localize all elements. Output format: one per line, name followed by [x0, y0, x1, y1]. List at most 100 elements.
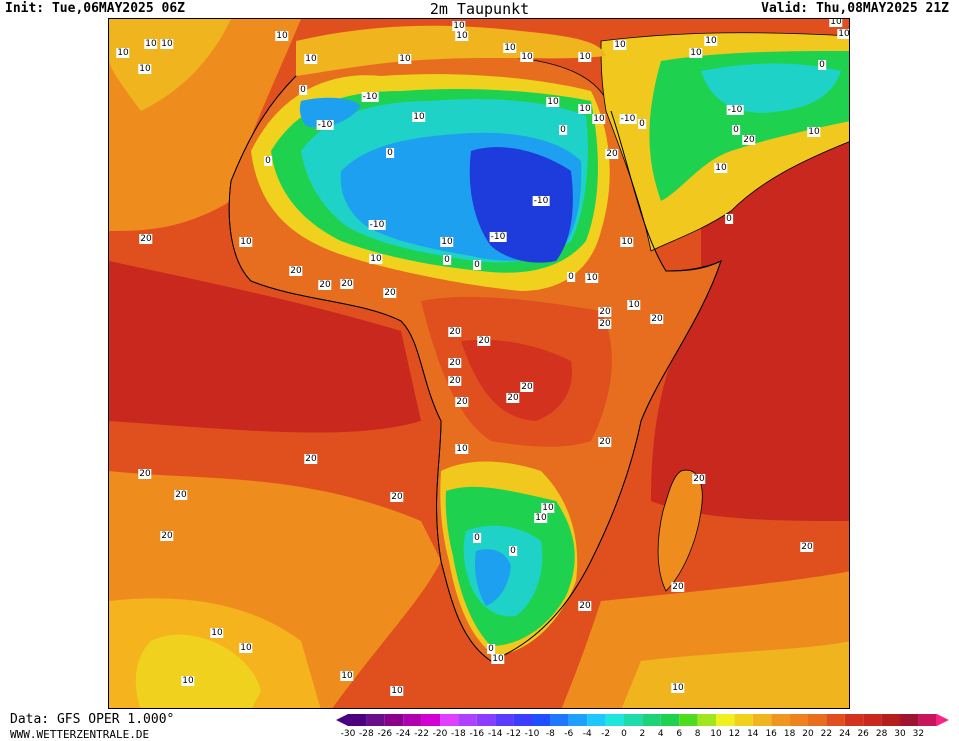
legend-tick-label: 16 [765, 729, 777, 739]
contour-label: 20 [598, 319, 612, 329]
legend-tick-label: 30 [894, 729, 906, 739]
contour-label: 10 [520, 52, 534, 62]
contour-label: 10 [304, 54, 318, 64]
legend-swatch [697, 714, 716, 726]
contour-label: 10 [160, 39, 174, 49]
contour-label: 10 [239, 237, 253, 247]
contour-label: 20 [448, 327, 462, 337]
contour-label: 20 [800, 542, 814, 552]
contour-label: -10 [368, 220, 386, 230]
legend-swatch [734, 714, 753, 726]
contour-label: 10 [455, 31, 469, 41]
dewpoint-map[interactable]: 10 10 10 10 10 10 10 10 10 10 10 10 10 10 10 10 10 0 0 -10-… [108, 18, 850, 709]
legend-tick-label: 4 [657, 729, 664, 739]
contour-label: 0 [487, 644, 495, 654]
contour-label: 0 [473, 533, 481, 543]
legend-swatch [532, 714, 551, 726]
contour-label: 20 [692, 474, 706, 484]
contour-label: -10 [619, 114, 637, 124]
contour-label: 20 [318, 280, 332, 290]
contour-label: 0 [473, 260, 481, 270]
legend-swatch [458, 714, 477, 726]
legend-swatch [881, 714, 900, 726]
contour-label: 20 [671, 582, 685, 592]
legend-swatch [476, 714, 496, 726]
valid-time: Valid: Thu,08MAY2025 21Z [761, 1, 949, 16]
legend-tick-label: -4 [582, 729, 592, 739]
contour-label: 10 [369, 254, 383, 264]
contour-label: 10 [837, 29, 850, 39]
map-title: 2m Taupunkt [429, 0, 530, 18]
contour-label: 10 [239, 643, 253, 653]
legend-tick-label: -30 [340, 729, 356, 739]
data-source: Data: GFS OPER 1.000° [10, 712, 175, 727]
contour-label: 0 [509, 546, 517, 556]
init-time: Init: Tue,06MAY2025 06Z [5, 1, 186, 16]
legend-tick-label: 12 [728, 729, 741, 739]
legend-arrow-low [336, 714, 348, 726]
contour-label: 20 [160, 531, 174, 541]
contour-label: 0 [732, 125, 740, 135]
legend-tick-label: 8 [694, 729, 701, 739]
contour-label: 20 [138, 469, 152, 479]
legend-swatch [403, 714, 422, 726]
legend-tick-label: 10 [710, 729, 722, 739]
contour-label: 0 [443, 255, 451, 265]
color-legend: -30 -28 -26 -24 -22 -20 -18 -16 -14 -12 -10 -8 -6 -4-… [334, 712, 959, 741]
contour-label: 10 [340, 671, 354, 681]
legend-tick-label: 6 [676, 729, 683, 739]
legend-swatch [752, 714, 772, 726]
site-url[interactable]: WWW.WETTERZENTRALE.DE [10, 728, 150, 741]
legend-swatch [789, 714, 808, 726]
contour-label: 0 [638, 119, 646, 129]
legend-swatch [660, 714, 680, 726]
contour-label: 10 [714, 163, 728, 173]
legend-swatch [568, 714, 588, 726]
legend-tick-label: 32 [912, 729, 925, 739]
indian-ocean-warm [651, 141, 849, 521]
legend-swatch [679, 714, 698, 726]
legend-tick-label: -2 [601, 729, 611, 739]
contour-label: 20 [477, 336, 491, 346]
legend-tick-label: -18 [451, 729, 466, 739]
contour-label: 0 [818, 60, 826, 70]
legend-swatch [587, 714, 606, 726]
contour-label: 10 [592, 114, 606, 124]
contour-label: 10 [671, 683, 685, 693]
contour-label: 20 [650, 314, 664, 324]
contour-label: 20 [383, 288, 397, 298]
legend-tick-label: 14 [747, 729, 759, 739]
contour-label: 10 [613, 40, 627, 50]
contour-label: 10 [455, 444, 469, 454]
contour-label: 10 [138, 64, 152, 74]
contour-label: 10 [689, 48, 703, 58]
contour-label: 20 [174, 490, 188, 500]
north-atlantic-cold [109, 19, 231, 111]
west-coastline [228, 75, 492, 662]
contour-label: 10 [398, 54, 412, 64]
contour-label: 10 [541, 503, 555, 513]
legend-swatch [348, 714, 367, 726]
legend-swatch [826, 714, 845, 726]
legend-tick-label: 18 [783, 729, 796, 739]
arabia-moist [701, 63, 841, 113]
legend-tick-label: -10 [524, 729, 540, 739]
legend-tick-label: -24 [395, 729, 411, 739]
legend-swatch [550, 714, 569, 726]
gulf-of-guinea-warm [109, 261, 421, 433]
legend-arrow-high [936, 714, 949, 726]
legend-tick-label: 22 [820, 729, 833, 739]
contour-label: 10 [503, 43, 517, 53]
legend-tick-label: 20 [802, 729, 814, 739]
legend-tick-label: -16 [469, 729, 485, 739]
legend-swatch [918, 714, 937, 726]
legend-swatch [624, 714, 643, 726]
contour-label: 0 [299, 85, 307, 95]
contour-label: 20 [289, 266, 303, 276]
contour-label: 10 [585, 273, 599, 283]
contour-label: -10 [316, 120, 334, 130]
contour-label: -10 [489, 232, 507, 242]
map-layers [109, 19, 849, 708]
contour-label: 10 [210, 628, 224, 638]
contour-label: 10 [275, 31, 289, 41]
